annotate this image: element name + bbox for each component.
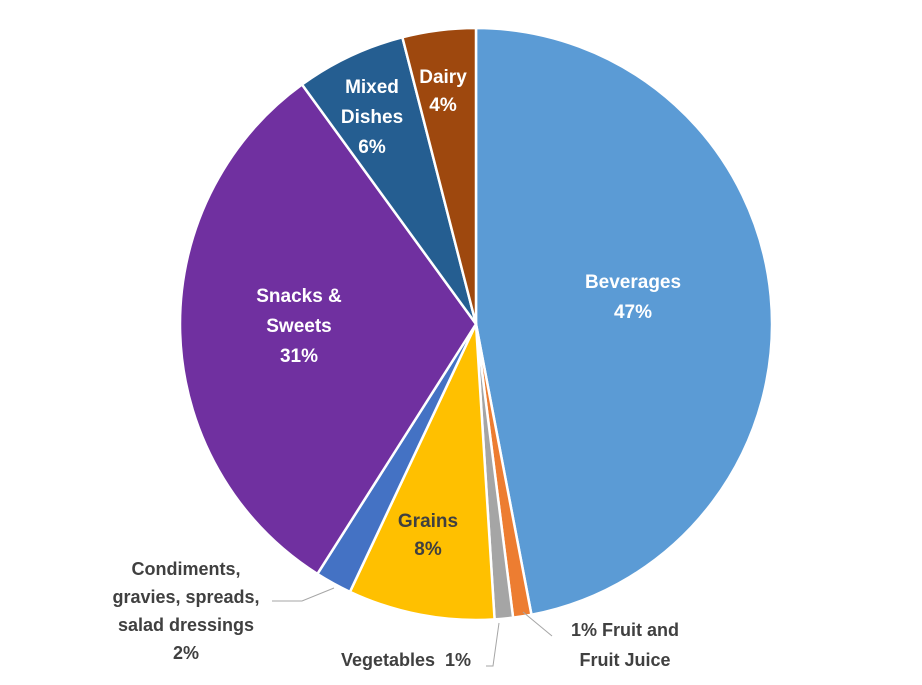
pie-slices bbox=[178, 26, 774, 622]
data-label-line: Vegetables 1% bbox=[341, 650, 471, 670]
data-label: Condiments, gravies, spreads, salad dressi… bbox=[112, 559, 259, 663]
data-label-line: 2% bbox=[173, 643, 199, 663]
pie-slice-grains bbox=[348, 322, 496, 622]
slice-labels: Beverages 47% 1% Fruit and Fruit Juice Veget… bbox=[112, 67, 681, 670]
data-label-line: Dishes bbox=[341, 107, 403, 128]
leader-line bbox=[486, 622, 500, 667]
leader-line bbox=[522, 611, 553, 637]
data-label-line: Mixed bbox=[345, 77, 399, 98]
data-label-line: Grains bbox=[398, 511, 458, 532]
data-label: Snacks & Sweets 31% bbox=[256, 286, 342, 367]
data-label: Beverages 47% bbox=[585, 272, 681, 323]
data-label-line: 6% bbox=[358, 137, 386, 158]
data-label-line: salad dressings bbox=[118, 615, 254, 635]
data-label: 1% Fruit and Fruit Juice bbox=[571, 620, 679, 670]
data-label-line: Snacks & bbox=[256, 286, 342, 307]
pie-slice-beverages bbox=[474, 26, 774, 617]
data-label-line: Beverages bbox=[585, 272, 681, 293]
data-label-line: Sweets bbox=[266, 316, 331, 337]
data-label: Mixed Dishes 6% bbox=[341, 77, 403, 158]
data-label-line: 4% bbox=[429, 95, 457, 116]
data-label-line: 47% bbox=[614, 302, 652, 323]
pie-slice-dairy bbox=[401, 26, 478, 326]
pie-slice-snacks-sweets bbox=[178, 83, 478, 576]
data-label-line: 8% bbox=[414, 539, 442, 560]
data-label-line: 31% bbox=[280, 346, 318, 367]
data-label: Vegetables 1% bbox=[341, 650, 471, 670]
leader-lines bbox=[272, 587, 553, 667]
data-label: Grains 8% bbox=[398, 511, 458, 560]
data-label-line: Condiments, bbox=[131, 559, 240, 579]
leader-line bbox=[272, 587, 335, 602]
data-label: Dairy 4% bbox=[419, 67, 467, 116]
data-label-line: 1% Fruit and bbox=[571, 620, 679, 640]
data-label-line: gravies, spreads, bbox=[112, 587, 259, 607]
data-label-line: Dairy bbox=[419, 67, 467, 88]
data-label-line: Fruit Juice bbox=[579, 650, 670, 670]
